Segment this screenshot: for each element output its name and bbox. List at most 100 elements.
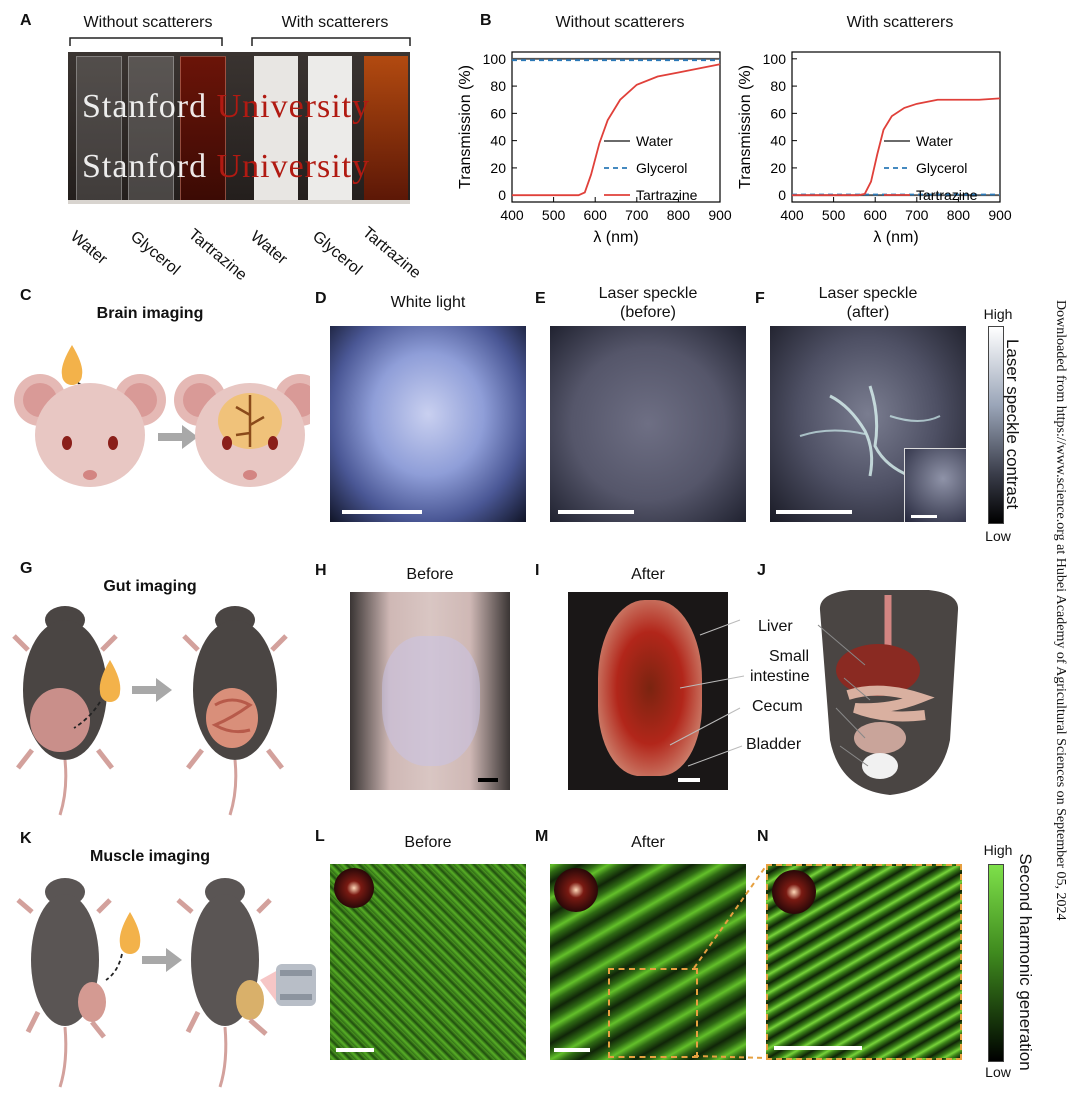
x-axis-label: λ (nm)	[593, 229, 638, 246]
cuvette-water-2	[254, 56, 298, 204]
plot-frame	[511, 51, 721, 203]
y-tick-label: 60	[490, 105, 506, 121]
photo-text-university-1: University	[216, 88, 371, 125]
mouse-body-left-icon	[16, 878, 112, 1088]
liver-icon	[836, 644, 920, 696]
y-tick-label: 100	[763, 51, 787, 67]
y-axis-label: Transmission (%)	[737, 65, 754, 189]
panel-a-label: A	[20, 12, 32, 29]
x-tick-label: 500	[542, 207, 566, 223]
colorbar1-high: High	[983, 306, 1013, 322]
cuvette-label-tartrazine-1: Tartrazine	[185, 226, 250, 285]
shg-zoom-image	[766, 864, 962, 1060]
gut-imaging-title: Gut imaging	[103, 578, 197, 595]
panel-e-label: E	[535, 290, 546, 307]
photo-text-stanford-2: Stanford	[82, 148, 208, 185]
vessel-pattern	[799, 385, 941, 478]
panel-f-title-line1: Laser speckle	[818, 285, 918, 302]
panel-m-label: M	[535, 828, 549, 845]
legend-label-water: Water	[916, 133, 953, 149]
muscle-imaging-schematic	[16, 878, 316, 1088]
cecum-icon	[854, 722, 906, 754]
legend-label-glycerol: Glycerol	[636, 160, 687, 176]
x-tick-label: 700	[905, 207, 929, 223]
mouse-body-right-icon	[176, 878, 272, 1088]
scale-bar	[776, 510, 852, 514]
y-tick-label: 60	[770, 105, 786, 121]
laser-speckle-after-image	[770, 326, 966, 522]
y-tick-label: 20	[490, 160, 506, 176]
scale-bar	[911, 515, 937, 518]
scale-bar	[336, 1048, 374, 1052]
x-tick-label: 600	[584, 207, 608, 223]
legend-label-glycerol: Glycerol	[916, 160, 967, 176]
organ-label-bladder: Bladder	[746, 736, 802, 753]
cuvette-glycerol-2	[308, 56, 352, 204]
inset-image	[904, 448, 966, 522]
cuvette-photo: Stanford University Stanford University	[68, 52, 410, 204]
y-tick-label: 40	[770, 133, 786, 149]
brain-imaging-schematic	[14, 345, 310, 487]
scale-bar	[558, 510, 634, 514]
fft-inset	[334, 868, 374, 908]
colorbar2-title: Second harmonic generation	[1016, 853, 1035, 1071]
plot-frame	[791, 51, 1001, 203]
chart-left-title: Without scatterers	[555, 14, 685, 31]
y-tick-label: 0	[778, 187, 786, 203]
panel-l-title: Before	[404, 834, 452, 851]
brain-imaging-title: Brain imaging	[96, 305, 204, 322]
cuvette-label-water-2: Water	[247, 228, 291, 269]
organ-label-cecum: Cecum	[752, 698, 803, 715]
x-tick-label: 400	[500, 207, 524, 223]
shg-before-image	[330, 864, 526, 1060]
scale-bar	[478, 778, 498, 782]
legend-label-water: Water	[636, 133, 673, 149]
x-tick-label: 800	[667, 207, 691, 223]
panel-l-label: L	[315, 828, 325, 845]
panel-h-title: Before	[406, 566, 454, 583]
scale-bar	[678, 778, 700, 782]
scale-bar	[774, 1046, 862, 1050]
y-tick-label: 0	[498, 187, 506, 203]
panel-n-label: N	[757, 828, 769, 845]
colorbar-laser-speckle	[988, 326, 1004, 524]
shg-after-image	[550, 864, 746, 1060]
colorbar2-low: Low	[985, 1064, 1011, 1080]
arrow-right-icon	[132, 678, 172, 702]
droplet-icon	[119, 912, 141, 954]
cuvette-label-glycerol-2: Glycerol	[309, 228, 365, 279]
panel-c-label: C	[20, 287, 32, 304]
mouse-body-left-icon	[12, 606, 118, 816]
bracket-right-label: With scatterers	[281, 14, 389, 31]
mouse-body-right-icon	[182, 606, 288, 816]
panel-g-label: G	[20, 560, 33, 577]
gut-anatomy-diagram	[669, 590, 959, 795]
panel-e-title-line2: (before)	[619, 304, 677, 321]
panel-a-brackets	[69, 37, 411, 46]
photo-text-university-2: University	[216, 148, 371, 185]
cuvette-glycerol-1	[128, 56, 174, 204]
y-tick-label: 80	[770, 78, 786, 94]
chart-right-title: With scatterers	[846, 14, 954, 31]
legend-label-tartrazine: Tartrazine	[916, 187, 978, 203]
panel-f-label: F	[755, 290, 765, 307]
droplet-icon	[61, 345, 83, 385]
panel-d-title: White light	[390, 294, 466, 311]
cuvette-label-water-1: Water	[67, 228, 111, 269]
y-axis-label: Transmission (%)	[457, 65, 474, 189]
gut-before-image	[350, 592, 510, 790]
laser-speckle-before-image	[550, 326, 746, 522]
organ-label-liver: Liver	[758, 618, 793, 635]
y-tick-label: 40	[490, 133, 506, 149]
gut-after-image	[568, 592, 728, 790]
download-note: Downloaded from https://www.science.org …	[1053, 300, 1068, 921]
bracket-left-label: Without scatterers	[83, 14, 213, 31]
transmission-chart-with-scatterers: 400 500 600 700 800 900 0 20 40 60 80 100 λ (nm) Tran…	[737, 51, 1012, 246]
panel-h-label: H	[315, 562, 327, 579]
panel-i-label: I	[535, 562, 540, 579]
panel-d-label: D	[315, 290, 327, 307]
organ-label-intestine: intestine	[750, 668, 810, 685]
organ-label-small: Small	[768, 648, 809, 665]
mouse-head-right-icon	[174, 374, 310, 487]
scale-bar	[342, 510, 422, 514]
